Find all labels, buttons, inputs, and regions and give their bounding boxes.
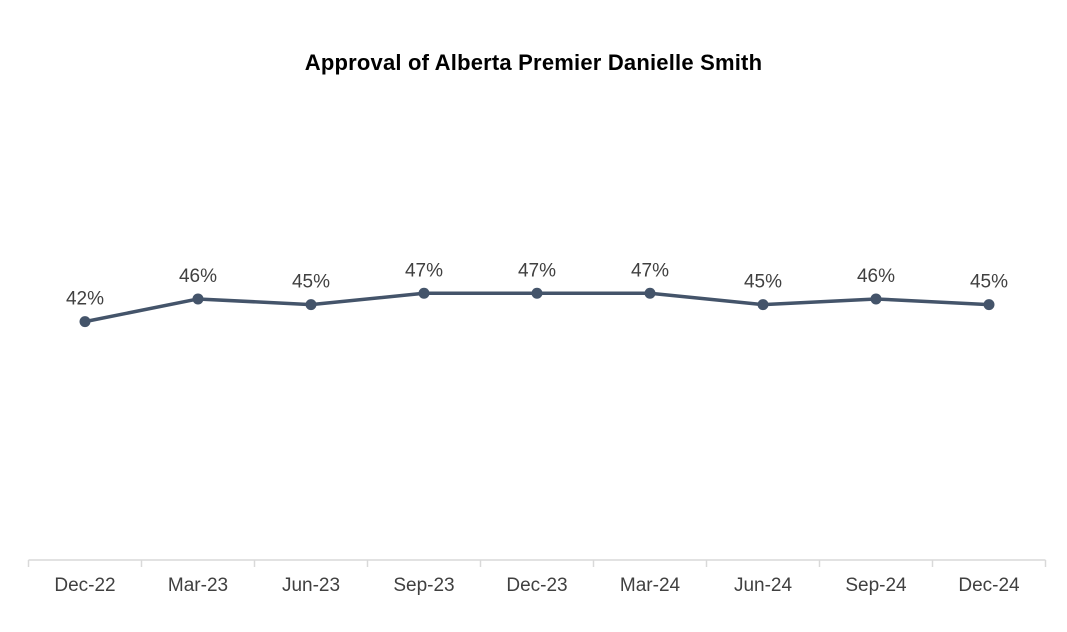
x-axis-label: Dec-23 bbox=[506, 575, 567, 596]
data-point bbox=[644, 287, 656, 299]
x-axis-label: Dec-24 bbox=[958, 575, 1020, 596]
data-label: 45% bbox=[970, 272, 1008, 293]
x-axis-label: Jun-23 bbox=[282, 575, 340, 596]
data-label: 47% bbox=[405, 260, 443, 281]
data-point bbox=[983, 299, 995, 311]
data-label: 42% bbox=[66, 289, 104, 310]
data-point bbox=[870, 293, 882, 305]
data-point bbox=[531, 287, 543, 299]
x-axis-label: Mar-23 bbox=[168, 575, 228, 596]
data-label: 45% bbox=[744, 272, 782, 293]
data-point bbox=[757, 299, 769, 311]
data-label: 46% bbox=[857, 266, 895, 287]
data-label: 46% bbox=[179, 266, 217, 287]
data-point bbox=[418, 287, 430, 299]
data-point bbox=[192, 293, 204, 305]
x-axis-label: Dec-22 bbox=[54, 575, 115, 596]
chart-title: Approval of Alberta Premier Danielle Smi… bbox=[304, 50, 763, 75]
x-axis-label: Jun-24 bbox=[734, 575, 793, 596]
x-axis-label: Sep-23 bbox=[393, 575, 454, 596]
data-label: 45% bbox=[292, 272, 330, 293]
data-label: 47% bbox=[518, 260, 556, 281]
x-axis-label: Sep-24 bbox=[845, 575, 907, 596]
data-point bbox=[79, 316, 91, 328]
data-point bbox=[305, 299, 317, 311]
x-axis-label: Mar-24 bbox=[620, 575, 681, 596]
data-label: 47% bbox=[631, 260, 669, 281]
